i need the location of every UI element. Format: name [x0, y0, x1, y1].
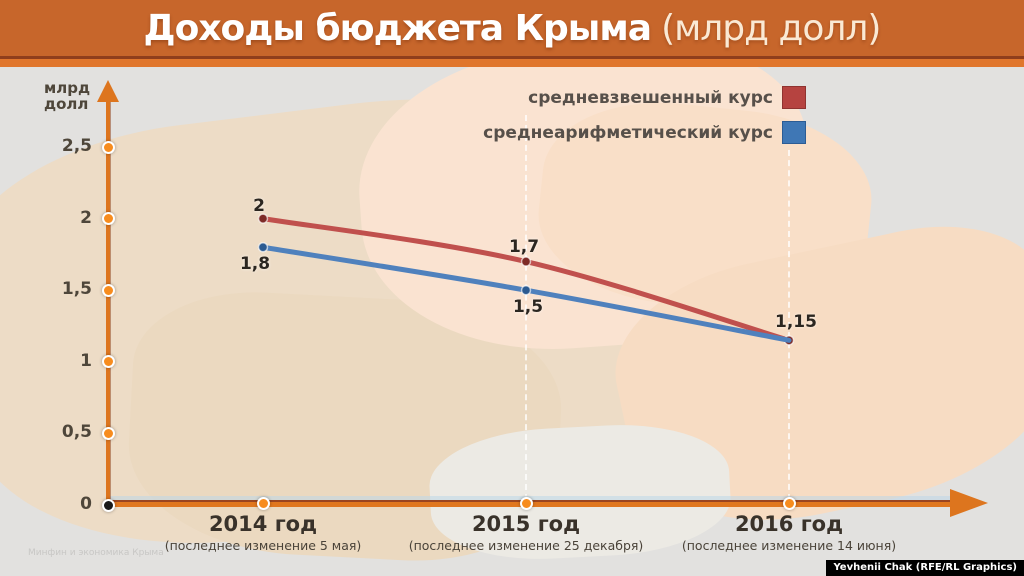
x-category-2015: 2015 год (последнее изменение 25 декабря) [376, 512, 676, 553]
legend-label: среднеарифметический курс [483, 122, 773, 143]
page-title: Доходы бюджета Крыма [143, 7, 653, 49]
point-value-label: 2 [253, 195, 265, 216]
y-tick-dot [101, 212, 115, 226]
y-tick-label: 1 [80, 350, 92, 371]
origin-dot [101, 498, 115, 512]
x-year-label: 2016 год [734, 512, 844, 536]
y-tick-label: 2,5 [61, 136, 92, 156]
y-axis [106, 98, 110, 503]
y-tick-dot [101, 140, 115, 154]
credit-badge: Yevhenii Chak (RFE/RL Graphics) [826, 560, 1024, 576]
x-year-sublabel: (последнее изменение 25 декабря) [408, 538, 644, 553]
y-tick-label: 0 [80, 494, 92, 514]
source-note: Минфин и экономика Крыма [28, 548, 164, 558]
header-bar: Доходы бюджета Крыма (млрд долл) [0, 0, 1024, 56]
x-axis-arrow-icon [950, 489, 988, 517]
y-tick-label: 2 [80, 207, 92, 228]
x-year-sublabel: (последнее изменение 5 мая) [164, 538, 362, 553]
header-divider [0, 56, 1024, 59]
page-title-unit: (млрд долл) [661, 7, 881, 49]
legend-item-arithmetic: среднеарифметический курс [483, 121, 806, 144]
x-year-label: 2014 год [208, 512, 318, 536]
y-axis-arrow-icon [97, 80, 119, 102]
x-year-label: 2015 год [471, 512, 581, 536]
y-tick-dot [101, 426, 115, 440]
y-tick-label: 1,5 [61, 279, 92, 300]
point-value-label: 1,5 [512, 297, 544, 318]
x-category-2016: 2016 год (последнее изменение 14 июня) [639, 512, 939, 553]
legend-swatch-red-icon [782, 86, 806, 109]
x-tick-dot [256, 496, 270, 510]
legend: средневзвешенный курс среднеарифметическ… [483, 86, 806, 144]
legend-swatch-blue-icon [782, 121, 806, 144]
y-tick-label: 0,5 [61, 422, 92, 443]
point-value-label: 1,7 [508, 236, 540, 257]
y-tick-dot [101, 355, 115, 369]
legend-label: средневзвешенный курс [528, 87, 773, 108]
header-accent-strip [0, 59, 1024, 67]
point-value-label: 1,15 [775, 312, 817, 333]
x-tick-dot [519, 496, 533, 510]
point-value-label: 1,8 [239, 254, 271, 275]
x-tick-dot [782, 496, 796, 510]
y-tick-dot [101, 283, 115, 297]
x-year-sublabel: (последнее изменение 14 июня) [681, 538, 897, 553]
y-axis-title: млрд долл [44, 79, 91, 113]
legend-item-weighted: средневзвешенный курс [528, 86, 806, 109]
x-category-2014: 2014 год (последнее изменение 5 мая) [113, 512, 413, 553]
